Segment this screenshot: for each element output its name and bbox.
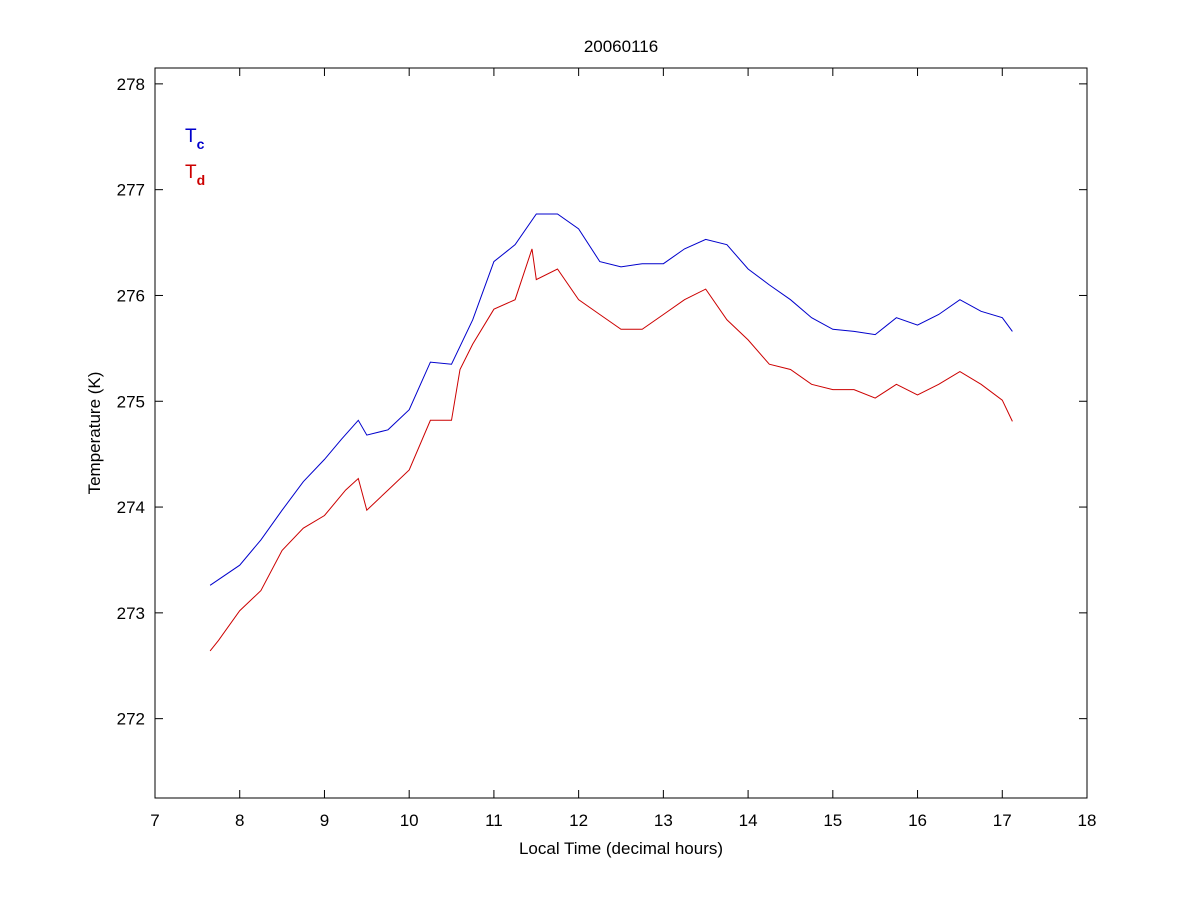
legend: Tc Td	[185, 126, 205, 188]
legend-tc-sub: c	[197, 136, 205, 152]
legend-entry-td: Td	[185, 162, 205, 188]
x-tick-label: 18	[1078, 811, 1097, 830]
x-tick-label: 12	[569, 811, 588, 830]
y-tick-label: 276	[117, 286, 145, 305]
chart-title: 20060116	[584, 37, 658, 56]
legend-td-main: T	[185, 162, 197, 183]
x-tick-label: 16	[908, 811, 927, 830]
y-tick-label: 278	[117, 75, 145, 94]
x-tick-label: 7	[150, 811, 159, 830]
x-tick-label: 15	[823, 811, 842, 830]
x-tick-label: 17	[993, 811, 1012, 830]
legend-td-sub: d	[197, 172, 206, 188]
x-axis-label: Local Time (decimal hours)	[519, 839, 723, 858]
x-tick-label: 14	[739, 811, 758, 830]
series-line-tc	[209, 213, 1013, 586]
y-axis-label: Temperature (K)	[85, 372, 104, 495]
x-tick-label: 13	[654, 811, 673, 830]
series-line-td	[209, 248, 1013, 652]
plot-area	[154, 67, 1088, 799]
legend-entry-tc: Tc	[185, 126, 205, 152]
y-tick-label: 277	[117, 181, 145, 200]
x-tick-label: 9	[320, 811, 329, 830]
y-tick-label: 275	[117, 392, 145, 411]
x-tick-label: 10	[400, 811, 419, 830]
y-tick-label: 272	[117, 710, 145, 729]
x-tick-label: 8	[235, 811, 244, 830]
legend-tc-main: T	[185, 126, 197, 147]
x-tick-label: 11	[485, 811, 503, 830]
y-tick-label: 273	[117, 604, 145, 623]
y-tick-label: 274	[117, 498, 145, 517]
